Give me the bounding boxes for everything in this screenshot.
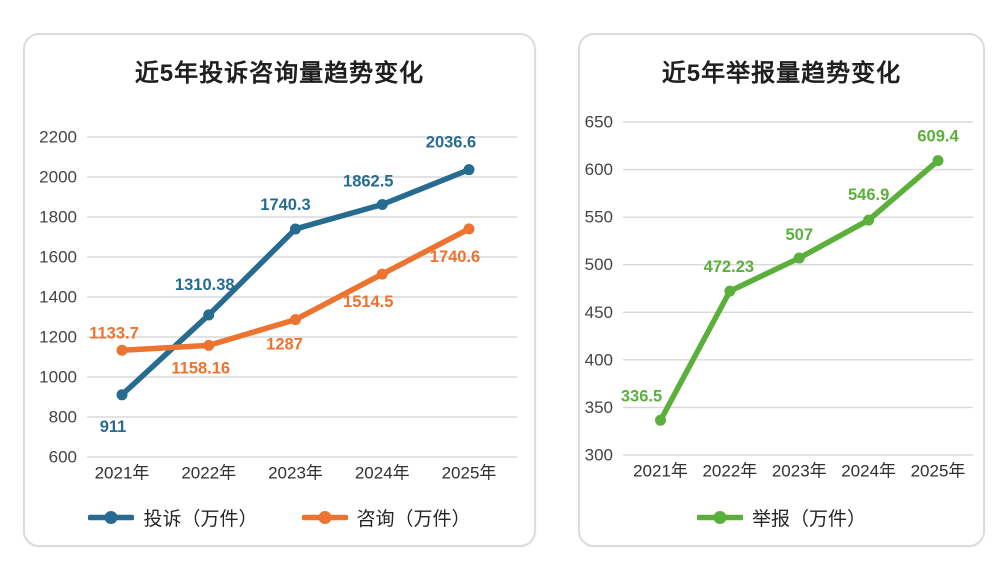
line-chart-canvas: 300 350 400 450 500 550 600 650 2021年 2022年 2023年 2… (585, 113, 973, 481)
complaints-consultations-line-chart: 600 800 1000 1200 1400 1600 1800 2000 2200 2021年 2… (25, 35, 534, 545)
x-axis-tick-label: 2021年 (633, 462, 688, 481)
y-axis-tick-label: 500 (585, 255, 613, 274)
legend-label-complaints: 投诉（万件） (143, 508, 258, 530)
data-point-label: 1862.5 (343, 173, 393, 191)
chart-title-complaints-consultations: 近5年投诉咨询量趋势变化 (134, 60, 425, 87)
data-point-label: 1287 (266, 336, 303, 354)
y-axis-tick-label: 300 (585, 446, 613, 465)
y-axis-tick-label: 550 (585, 208, 613, 227)
data-point-marker (463, 164, 475, 176)
data-point-label: 1740.6 (430, 248, 480, 266)
line-chart-canvas: 600 800 1000 1200 1400 1600 1800 2000 2200 2021年 2… (39, 128, 517, 483)
y-axis-tick-label: 650 (585, 113, 613, 132)
x-axis-tick-label: 2021年 (95, 464, 150, 483)
legend-line-marker-icon-complaints (88, 510, 135, 524)
legend-line-marker-icon-consultations (301, 510, 348, 524)
legend-swatch-dot (713, 510, 727, 524)
data-point-marker (793, 252, 805, 264)
legend-swatch-dot (318, 510, 331, 524)
x-axis-tick-label: 2025年 (442, 464, 497, 483)
data-point-label: 1740.3 (260, 196, 310, 214)
y-axis-tick-label: 1600 (39, 248, 77, 267)
complaints-consultations-chart-card: 600 800 1000 1200 1400 1600 1800 2000 2200 2021年 2… (23, 33, 536, 547)
y-axis-tick-label: 600 (49, 448, 77, 467)
data-point-label: 1133.7 (89, 324, 139, 342)
data-point-marker (932, 155, 944, 167)
data-point-marker (116, 344, 128, 356)
x-axis-tick-label: 2024年 (355, 464, 410, 483)
x-axis-tick-label: 2025年 (911, 462, 966, 481)
y-axis-tick-label: 2000 (39, 168, 77, 187)
y-axis-tick-label: 450 (585, 303, 613, 322)
x-axis-tick-label: 2023年 (268, 464, 323, 483)
y-axis-tick-label: 600 (585, 160, 613, 179)
data-point-marker (203, 339, 215, 351)
y-axis-tick-label: 1800 (39, 208, 77, 227)
data-point-marker (116, 389, 128, 401)
chart-title-reports: 近5年举报量趋势变化 (661, 60, 902, 87)
data-point-marker (290, 314, 301, 326)
data-point-marker (203, 309, 215, 321)
legend-item-complaints: 投诉（万件） (88, 504, 258, 531)
data-point-marker (290, 223, 301, 235)
data-point-label: 546.9 (848, 186, 889, 204)
data-point-label: 472.23 (704, 258, 754, 276)
data-point-marker (655, 414, 666, 426)
y-axis-tick-label: 350 (585, 398, 613, 417)
legend-item-consultations: 咨询（万件） (301, 504, 471, 531)
legend-reports: 举报（万件） (580, 501, 983, 533)
reports-line-chart: 300 350 400 450 500 550 600 650 2021年 2022年 2023年 2… (580, 35, 983, 545)
x-axis-tick-label: 2023年 (772, 462, 827, 481)
data-point-marker (376, 199, 388, 210)
data-point-marker (463, 223, 475, 235)
data-point-label: 911 (100, 418, 127, 436)
data-point-label: 609.4 (917, 128, 959, 146)
data-point-marker (376, 268, 388, 280)
data-point-label: 1310.38 (175, 276, 235, 294)
x-axis-tick-label: 2024年 (841, 462, 896, 481)
reports-chart-card: 300 350 400 450 500 550 600 650 2021年 2022年 2023年 2… (578, 33, 985, 547)
legend-label-consultations: 咨询（万件） (356, 508, 471, 530)
y-axis-tick-label: 1000 (39, 368, 77, 387)
data-point-label: 1514.5 (343, 293, 393, 311)
data-point-marker (863, 214, 875, 226)
y-axis-tick-label: 2200 (39, 128, 77, 147)
data-point-marker (724, 285, 736, 297)
x-axis-tick-label: 2022年 (702, 462, 757, 481)
y-axis-tick-label: 800 (49, 408, 77, 427)
legend-swatch-dot (104, 510, 118, 524)
legend-item-reports: 举报（万件） (696, 504, 866, 531)
y-axis-tick-label: 1200 (39, 328, 77, 347)
y-axis-tick-label: 1400 (39, 288, 77, 307)
data-point-label: 507 (785, 226, 813, 244)
series-line-0 (657, 157, 941, 424)
data-point-label: 2036.6 (426, 134, 476, 152)
data-point-label: 336.5 (621, 387, 662, 405)
legend-label-reports: 举报（万件） (751, 508, 866, 530)
legend-line-marker-icon-reports (696, 510, 743, 524)
x-axis-tick-label: 2022年 (181, 464, 236, 483)
data-point-label: 1158.16 (171, 359, 230, 377)
legend-complaints-consultations: 投诉（万件） 咨询（万件） (25, 501, 534, 533)
y-axis-tick-label: 400 (585, 350, 613, 369)
